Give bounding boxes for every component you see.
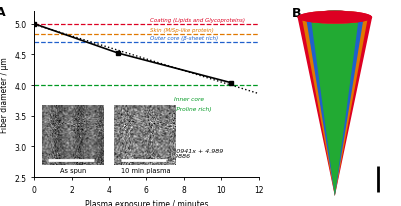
Polygon shape bbox=[311, 18, 359, 196]
Ellipse shape bbox=[311, 12, 359, 25]
Text: B: B bbox=[292, 7, 301, 20]
Text: y = −0.0941x + 4.989
R² = 0.9886: y = −0.0941x + 4.989 R² = 0.9886 bbox=[152, 148, 223, 159]
Ellipse shape bbox=[298, 12, 372, 25]
Ellipse shape bbox=[306, 12, 364, 25]
Ellipse shape bbox=[306, 12, 364, 25]
Ellipse shape bbox=[311, 12, 359, 25]
X-axis label: Plasma exposure time / minutes: Plasma exposure time / minutes bbox=[85, 199, 208, 206]
Text: Outer core (β-sheet rich): Outer core (β-sheet rich) bbox=[150, 36, 218, 41]
Text: Skin (MiSp-like protein): Skin (MiSp-like protein) bbox=[150, 28, 214, 33]
Polygon shape bbox=[298, 18, 372, 196]
Text: Coating (Lipids and Glycoproteins): Coating (Lipids and Glycoproteins) bbox=[150, 18, 245, 23]
Ellipse shape bbox=[302, 12, 368, 25]
Polygon shape bbox=[302, 18, 368, 196]
Text: 10 min plasma: 10 min plasma bbox=[121, 167, 170, 173]
Text: A: A bbox=[0, 6, 6, 19]
Ellipse shape bbox=[302, 12, 368, 25]
Text: As spun: As spun bbox=[60, 167, 86, 173]
Polygon shape bbox=[306, 18, 364, 196]
Text: (Proline rich): (Proline rich) bbox=[174, 107, 212, 112]
Ellipse shape bbox=[298, 12, 372, 25]
Text: Inner core: Inner core bbox=[174, 97, 205, 102]
Y-axis label: Fiber diameter / µm: Fiber diameter / µm bbox=[0, 57, 9, 132]
